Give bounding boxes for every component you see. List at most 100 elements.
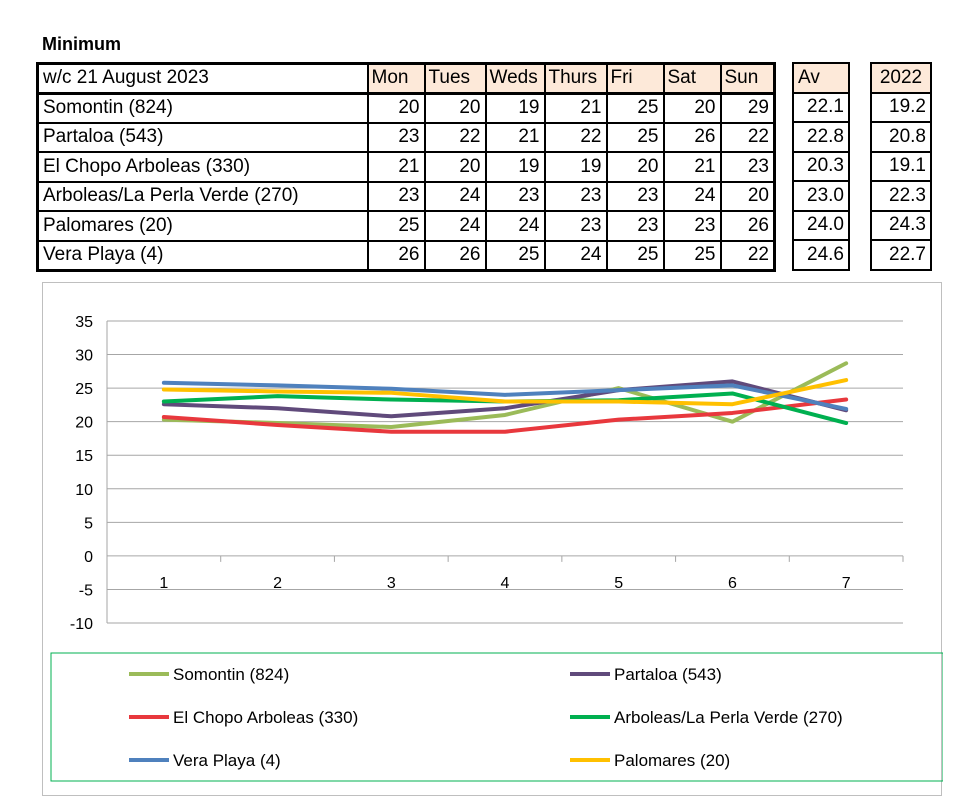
table-cell: 26 (423, 239, 487, 271)
year-row: 19.2 (870, 91, 932, 123)
table-cell: 20 (605, 151, 665, 183)
legend-label: Partaloa (543) (614, 665, 722, 684)
day-header: Tues (423, 62, 487, 95)
station-name: El Chopo Arboleas (330) (36, 151, 369, 183)
table-cell: 20 (662, 92, 722, 124)
year-cell: 20.8 (870, 121, 932, 153)
table-cell: 22 (719, 121, 776, 153)
table-cell: 25 (366, 210, 426, 242)
av-cell: 23.0 (792, 180, 850, 212)
table-cell: 25 (605, 121, 665, 153)
y-tick-label: 20 (75, 415, 93, 432)
station-name: Arboleas/La Perla Verde (270) (36, 180, 369, 212)
av-row: 22.1 (792, 91, 850, 123)
x-tick-label: 4 (501, 575, 510, 592)
av-row: 22.8 (792, 121, 850, 153)
table-cell: 23 (366, 180, 426, 212)
year-2022-table: 2022 19.2 20.8 19.1 22.3 24.3 22.7 (870, 62, 932, 271)
table-cell: 20 (423, 92, 487, 124)
year-row: 22.7 (870, 239, 932, 271)
table-cell: 22 (423, 121, 487, 153)
table-heading: Minimum (42, 34, 121, 54)
year-row: 22.3 (870, 180, 932, 212)
y-tick-label: 0 (84, 549, 93, 566)
x-tick-label: 2 (273, 575, 282, 592)
av-header-row: Av (792, 62, 850, 94)
x-tick-label: 5 (614, 575, 623, 592)
table-row: Partaloa (543) 23 22 21 22 25 26 22 (36, 121, 776, 153)
y-tick-label: -10 (70, 616, 93, 633)
table-cell: 24 (543, 239, 608, 271)
table-cell: 26 (719, 210, 776, 242)
table-cell: 23 (662, 210, 722, 242)
day-header: Mon (366, 62, 426, 95)
temperature-table: w/c 21 August 2023 Mon Tues Weds Thurs Fri Sat… (36, 62, 776, 272)
table-row: Vera Playa (4) 26 26 25 24 25 25 22 (36, 239, 776, 271)
day-header: Sun (719, 62, 776, 95)
y-tick-label: 10 (75, 482, 93, 499)
legend-box (50, 652, 943, 782)
table-cell: 23 (543, 180, 608, 212)
year-header: 2022 (870, 62, 932, 94)
table-cell: 22 (719, 239, 776, 271)
table-cell: 26 (366, 239, 426, 271)
day-header: Thurs (543, 62, 608, 95)
x-tick-label: 7 (842, 575, 851, 592)
table-cell: 24 (423, 180, 487, 212)
legend-label: Arboleas/La Perla Verde (270) (614, 708, 843, 727)
table-cell: 26 (662, 121, 722, 153)
table-cell: 24 (484, 210, 546, 242)
table-cell: 25 (605, 239, 665, 271)
series-line (161, 380, 849, 411)
av-cell: 22.8 (792, 121, 850, 153)
table-cell: 25 (605, 92, 665, 124)
series-line (161, 378, 849, 407)
line-chart: 35 30 25 20 15 10 5 0 -5 -10 1 2 3 4 5 6 7 Somontin (824)… (42, 282, 943, 796)
av-row: 24.0 (792, 209, 850, 241)
table-header-row: w/c 21 August 2023 Mon Tues Weds Thurs Fri Sat… (36, 62, 776, 95)
table-cell: 21 (662, 151, 722, 183)
x-tick-label: 3 (387, 575, 396, 592)
table-cell: 20 (366, 92, 426, 124)
av-row: 20.3 (792, 150, 850, 182)
av-row: 24.6 (792, 239, 850, 271)
table-row: El Chopo Arboleas (330) 21 20 19 19 20 21 23 (36, 151, 776, 183)
chart-svg: 35 30 25 20 15 10 5 0 -5 -10 1 2 3 4 5 6 7 Somontin (824)… (50, 314, 943, 782)
year-cell: 22.3 (870, 180, 932, 212)
av-header: Av (792, 62, 850, 94)
y-tick-label: 15 (75, 448, 93, 465)
table-cell: 19 (543, 151, 608, 183)
y-tick-label: -5 (79, 582, 93, 599)
year-row: 24.3 (870, 209, 932, 241)
y-tick-label: 5 (84, 515, 93, 532)
year-row: 20.8 (870, 121, 932, 153)
legend-label: Palomares (20) (614, 751, 730, 770)
y-tick-label: 30 (75, 348, 93, 365)
year-row: 19.1 (870, 150, 932, 182)
station-name: Vera Playa (4) (36, 239, 369, 271)
av-cell: 24.0 (792, 209, 850, 241)
station-name: Partaloa (543) (36, 121, 369, 153)
station-name: Palomares (20) (36, 210, 369, 242)
x-tick-label: 1 (159, 575, 168, 592)
table-cell: 20 (423, 151, 487, 183)
year-cell: 24.3 (870, 209, 932, 241)
av-cell: 20.3 (792, 150, 850, 182)
table-cell: 21 (484, 121, 546, 153)
year-cell: 19.2 (870, 91, 932, 123)
table-row: Arboleas/La Perla Verde (270) 23 24 23 23 23 2… (36, 180, 776, 212)
table-cell: 21 (366, 151, 426, 183)
legend-label: Somontin (824) (173, 665, 289, 684)
week-label: w/c 21 August 2023 (36, 62, 369, 95)
series-line (161, 397, 849, 434)
table-cell: 23 (543, 210, 608, 242)
table-row: Somontin (824) 20 20 19 21 25 20 29 (36, 92, 776, 124)
y-tick-label: 35 (75, 314, 93, 331)
day-header: Weds (484, 62, 546, 95)
station-name: Somontin (824) (36, 92, 369, 124)
table-cell: 19 (484, 151, 546, 183)
av-cell: 24.6 (792, 239, 850, 271)
year-cell: 19.1 (870, 150, 932, 182)
av-cell: 22.1 (792, 91, 850, 123)
series-line (161, 361, 849, 430)
